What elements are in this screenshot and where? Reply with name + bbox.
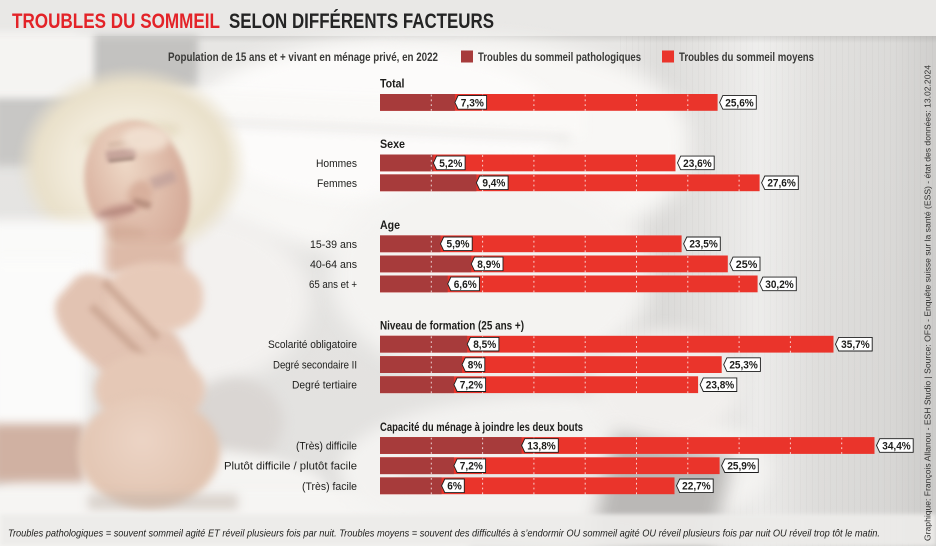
svg-text:30,2%: 30,2% [765,279,794,291]
svg-text:SELON DIFFÉRENTS FACTEURS: SELON DIFFÉRENTS FACTEURS [229,10,494,33]
svg-text:(Très) difficile: (Très) difficile [296,441,357,453]
svg-text:23,8%: 23,8% [706,380,735,392]
svg-text:Graphique: François Allanou -: Graphique: François Allanou - ESH Studio… [923,65,933,541]
svg-text:34,4%: 34,4% [882,440,911,452]
svg-text:Sexe: Sexe [380,137,405,151]
svg-text:Plutôt difficile / plutôt faci: Plutôt difficile / plutôt facile [224,461,357,473]
svg-text:Troubles pathologiques = souve: Troubles pathologiques = souvent sommeil… [8,529,880,540]
svg-text:Scolarité obligatoire: Scolarité obligatoire [268,339,357,351]
svg-text:Troubles du sommeil pathologiq: Troubles du sommeil pathologiques [478,52,641,64]
svg-text:25,6%: 25,6% [725,97,754,109]
svg-text:25,3%: 25,3% [729,360,758,372]
svg-text:8,5%: 8,5% [473,339,496,351]
svg-text:Degré tertiaire: Degré tertiaire [292,380,357,392]
svg-text:Femmes: Femmes [317,178,357,190]
svg-text:Troubles du sommeil moyens: Troubles du sommeil moyens [679,52,814,64]
svg-text:6%: 6% [447,481,462,493]
svg-text:22,7%: 22,7% [682,481,711,493]
svg-text:7,2%: 7,2% [460,380,483,392]
svg-text:5,9%: 5,9% [447,239,470,251]
svg-text:Population de 15 ans et + viva: Population de 15 ans et + vivant en ména… [168,52,438,64]
svg-text:5,2%: 5,2% [439,158,462,170]
svg-text:25,9%: 25,9% [727,461,756,473]
svg-text:13,8%: 13,8% [527,440,556,452]
svg-text:8%: 8% [468,360,483,372]
svg-text:Total: Total [380,77,405,91]
svg-text:65 ans et +: 65 ans et + [309,279,357,291]
svg-text:9,4%: 9,4% [482,178,505,190]
svg-text:Age: Age [380,218,400,232]
svg-text:7,2%: 7,2% [460,461,483,473]
svg-text:8,9%: 8,9% [477,259,500,271]
svg-text:(Très) facile: (Très) facile [302,481,357,493]
svg-text:25%: 25% [736,259,758,271]
svg-text:Degré secondaire II: Degré secondaire II [273,360,357,372]
svg-text:23,6%: 23,6% [683,158,712,170]
svg-text:Niveau de formation (25 ans +): Niveau de formation (25 ans +) [380,319,524,333]
svg-text:40-64 ans: 40-64 ans [310,259,357,271]
svg-text:23,5%: 23,5% [689,239,718,251]
svg-text:35,7%: 35,7% [841,339,870,351]
svg-text:Capacité du ménage à joindre l: Capacité du ménage à joindre les deux bo… [380,420,583,434]
svg-text:27,6%: 27,6% [767,178,796,190]
svg-text:15-39 ans: 15-39 ans [310,239,357,251]
svg-text:TROUBLES DU SOMMEIL: TROUBLES DU SOMMEIL [12,10,220,33]
svg-text:Hommes: Hommes [316,158,357,170]
svg-text:6,6%: 6,6% [454,279,477,291]
svg-text:7,3%: 7,3% [461,97,484,109]
